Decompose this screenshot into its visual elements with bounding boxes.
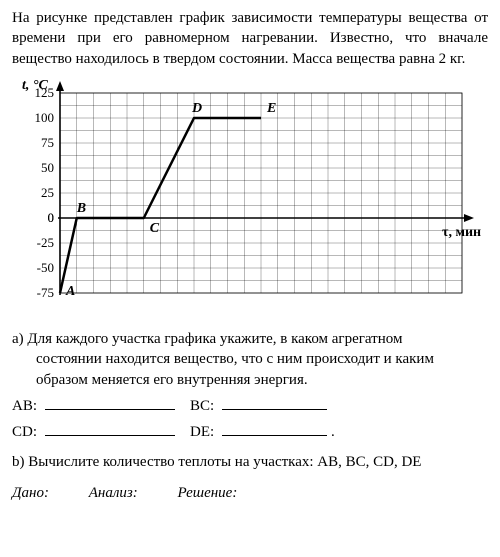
- temperature-chart: -75-50-250255075100125t, °Cτ, мин0ABCDE: [12, 75, 488, 321]
- svg-text:-25: -25: [37, 235, 54, 250]
- svg-text:75: 75: [41, 135, 54, 150]
- svg-text:25: 25: [41, 185, 54, 200]
- qa-line3: образом меняется его внутренняя энергия.: [12, 370, 488, 390]
- svg-text:0: 0: [48, 210, 55, 225]
- blank-de[interactable]: [222, 422, 327, 436]
- svg-text:B: B: [76, 201, 86, 216]
- qa-line2: состоянии находится вещество, что с ним …: [12, 349, 488, 369]
- svg-text:τ, мин: τ, мин: [442, 225, 481, 240]
- svg-text:C: C: [150, 221, 160, 236]
- svg-text:D: D: [191, 101, 202, 116]
- svg-text:E: E: [266, 101, 276, 116]
- blank-ab[interactable]: [45, 396, 175, 410]
- svg-text:-75: -75: [37, 285, 54, 300]
- intro-text: На рисунке представлен график зависимост…: [12, 8, 488, 69]
- svg-text:t, °C: t, °C: [22, 78, 48, 93]
- label-bc: BC:: [190, 398, 214, 414]
- blanks-row-2: CD: DE: .: [12, 422, 488, 442]
- label-ab: AB:: [12, 398, 37, 414]
- qa-line1: а) Для каждого участка графика укажите, …: [12, 329, 488, 349]
- svg-text:50: 50: [41, 160, 54, 175]
- final-row: Дано: Анализ: Решение:: [12, 483, 488, 503]
- svg-text:-50: -50: [37, 260, 54, 275]
- blank-bc[interactable]: [222, 396, 327, 410]
- label-solution: Решение:: [177, 485, 237, 501]
- label-cd: CD:: [12, 424, 37, 440]
- blank-cd[interactable]: [45, 422, 175, 436]
- qa-line2-text: состоянии находится вещество, что с ним …: [36, 351, 434, 367]
- label-de: DE:: [190, 424, 214, 440]
- question-b: b) Вычислите количество теплоты на участ…: [12, 452, 488, 472]
- svg-text:A: A: [65, 284, 75, 299]
- question-a: а) Для каждого участка графика укажите, …: [12, 329, 488, 390]
- blanks-row-1: AB: BC:: [12, 396, 488, 416]
- svg-text:100: 100: [35, 110, 55, 125]
- label-analysis: Анализ:: [89, 485, 138, 501]
- label-given: Дано:: [12, 485, 49, 501]
